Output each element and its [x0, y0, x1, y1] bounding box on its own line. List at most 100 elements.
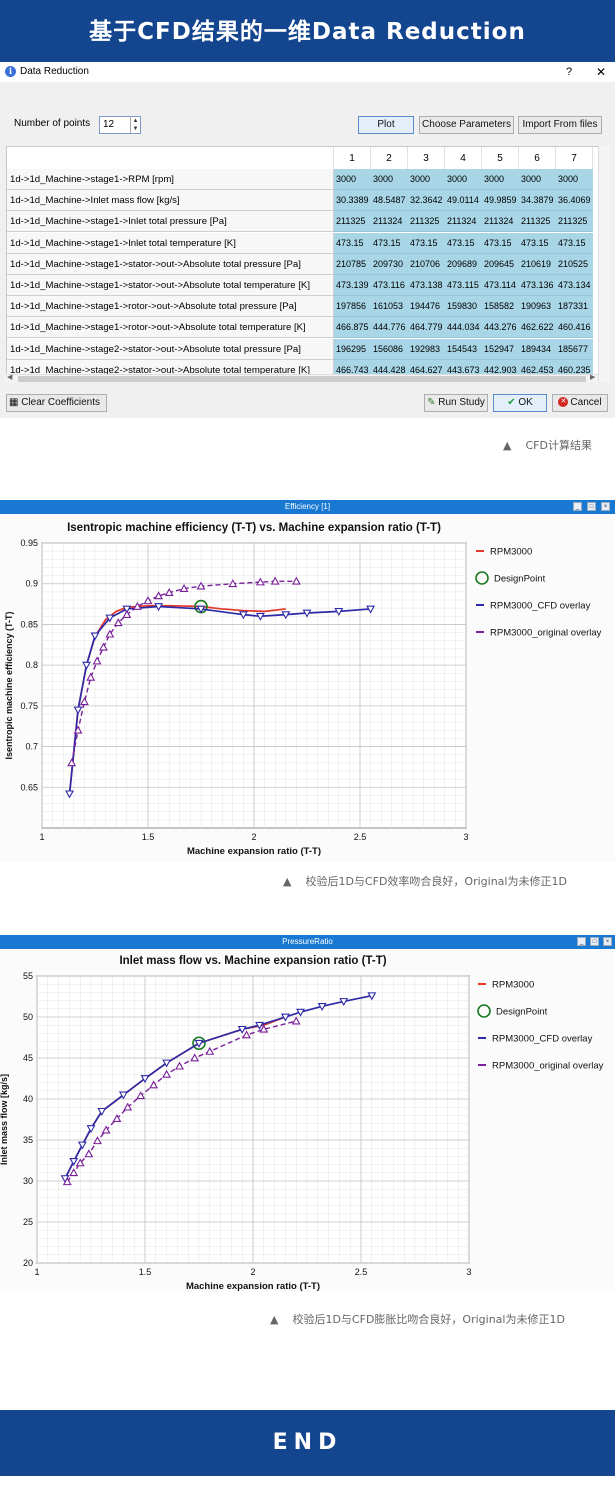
table-cell[interactable]: 30.3389: [334, 190, 371, 212]
table-cell[interactable]: 34.3879: [519, 190, 556, 212]
table-cell[interactable]: 473.115: [445, 275, 482, 296]
table-cell[interactable]: 211325: [519, 211, 556, 233]
plot-button[interactable]: Plot: [358, 116, 414, 134]
table-cell[interactable]: 3000: [408, 169, 445, 190]
table-cell[interactable]: 189434: [519, 338, 556, 360]
table-cell[interactable]: 211324: [482, 211, 519, 233]
table-cell[interactable]: 48.5487: [371, 190, 408, 212]
table-cell[interactable]: 49.9859: [482, 190, 519, 212]
table-cell[interactable]: 209730: [371, 253, 408, 275]
table-cell[interactable]: 210706: [408, 253, 445, 275]
table-cell[interactable]: 197856: [334, 296, 371, 318]
table-cell[interactable]: 211324: [371, 211, 408, 233]
table-cell[interactable]: 3000: [371, 169, 408, 190]
table-horizontal-scrollbar[interactable]: ◀ ▶: [6, 374, 598, 382]
table-cell[interactable]: 154543: [445, 338, 482, 360]
table-cell[interactable]: 211325: [556, 211, 593, 233]
table-cell[interactable]: 194476: [408, 296, 445, 318]
minimize-icon[interactable]: _: [577, 937, 586, 946]
table-cell[interactable]: 473.15: [445, 232, 482, 254]
table-row[interactable]: 1d->1d_Machine->stage1->RPM [rpm] 3000 300…: [7, 169, 609, 190]
table-row[interactable]: 1d->1d_Machine->stage2->stator->out->Abs…: [7, 338, 609, 360]
table-cell[interactable]: 473.15: [408, 232, 445, 254]
table-row[interactable]: 1d->1d_Machine->stage1->stator->out->Abs…: [7, 253, 609, 275]
spin-up-icon[interactable]: ▲: [132, 118, 139, 124]
table-cell[interactable]: 473.15: [371, 232, 408, 254]
table-row[interactable]: 1d->1d_Machine->stage1->Inlet total temp…: [7, 232, 609, 254]
table-cell[interactable]: 211325: [334, 211, 371, 233]
run-study-button[interactable]: ✎ Run Study: [424, 394, 488, 412]
close-window-icon[interactable]: ×: [601, 502, 610, 511]
table-cell[interactable]: 32.3642: [408, 190, 445, 212]
maximize-icon[interactable]: □: [590, 937, 599, 946]
table-cell[interactable]: 473.136: [519, 275, 556, 296]
table-cell[interactable]: 3000: [445, 169, 482, 190]
table-cell[interactable]: 209689: [445, 253, 482, 275]
table-cell[interactable]: 158582: [482, 296, 519, 318]
table-column-header[interactable]: 3: [408, 147, 445, 169]
table-column-header[interactable]: 6: [519, 147, 556, 169]
table-cell[interactable]: 211325: [408, 211, 445, 233]
table-cell[interactable]: 444.776: [371, 317, 408, 339]
scroll-left-icon[interactable]: ◀: [7, 374, 13, 381]
table-column-header[interactable]: 5: [482, 147, 519, 169]
table-cell[interactable]: 211324: [445, 211, 482, 233]
table-cell[interactable]: 196295: [334, 338, 371, 360]
scroll-right-icon[interactable]: ▶: [590, 374, 596, 381]
cancel-button[interactable]: ✕ Cancel: [552, 394, 608, 412]
table-row[interactable]: 1d->1d_Machine->stage1->rotor->out->Abso…: [7, 296, 609, 318]
table-cell[interactable]: 3000: [482, 169, 519, 190]
table-cell[interactable]: 473.139: [334, 275, 371, 296]
table-row[interactable]: 1d->1d_Machine->stage1->stator->out->Abs…: [7, 275, 609, 296]
table-cell[interactable]: 443.276: [482, 317, 519, 339]
table-cell[interactable]: 187331: [556, 296, 593, 318]
table-cell[interactable]: 159830: [445, 296, 482, 318]
choose-parameters-button[interactable]: Choose Parameters: [419, 116, 514, 134]
table-row[interactable]: 1d->1d_Machine->stage1->Inlet total pres…: [7, 211, 609, 233]
ok-button[interactable]: ✔ OK: [493, 394, 547, 412]
table-cell[interactable]: 460.416: [556, 317, 593, 339]
table-cell[interactable]: 473.134: [556, 275, 593, 296]
table-cell[interactable]: 473.138: [408, 275, 445, 296]
table-cell[interactable]: 3000: [334, 169, 371, 190]
table-cell[interactable]: 473.116: [371, 275, 408, 296]
table-cell[interactable]: 473.15: [519, 232, 556, 254]
table-cell[interactable]: 152947: [482, 338, 519, 360]
table-cell[interactable]: 156086: [371, 338, 408, 360]
table-cell[interactable]: 161053: [371, 296, 408, 318]
spin-down-icon[interactable]: ▼: [132, 126, 139, 132]
table-cell[interactable]: 464.779: [408, 317, 445, 339]
scrollbar-thumb[interactable]: [18, 376, 586, 382]
table-row[interactable]: 1d->1d_Machine->Inlet mass flow [kg/s] 30…: [7, 190, 609, 212]
table-cell[interactable]: 185677: [556, 338, 593, 360]
table-column-header[interactable]: 4: [445, 147, 482, 169]
table-cell[interactable]: 473.15: [482, 232, 519, 254]
table-cell[interactable]: 210525: [556, 253, 593, 275]
table-cell[interactable]: 190963: [519, 296, 556, 318]
close-button[interactable]: ✕: [596, 65, 607, 79]
table-column-header[interactable]: 1: [334, 147, 371, 169]
clear-coefficients-button[interactable]: ▦ Clear Coefficients: [6, 394, 107, 412]
table-cell[interactable]: 473.15: [334, 232, 371, 254]
table-row[interactable]: 1d->1d_Machine->stage1->rotor->out->Abso…: [7, 317, 609, 339]
table-column-header[interactable]: 2: [371, 147, 408, 169]
spinner-arrows[interactable]: ▲ ▼: [130, 117, 140, 133]
table-vertical-scrollbar[interactable]: [598, 146, 610, 382]
close-window-icon[interactable]: ×: [603, 937, 612, 946]
table-cell[interactable]: 444.034: [445, 317, 482, 339]
table-cell[interactable]: 192983: [408, 338, 445, 360]
table-cell[interactable]: 210619: [519, 253, 556, 275]
minimize-icon[interactable]: _: [573, 502, 582, 511]
table-cell[interactable]: 473.15: [556, 232, 593, 254]
table-cell[interactable]: 36.4069: [556, 190, 593, 212]
help-button[interactable]: ?: [566, 66, 573, 78]
table-cell[interactable]: 3000: [556, 169, 593, 190]
table-column-header[interactable]: 7: [556, 147, 593, 169]
table-cell[interactable]: 473.114: [482, 275, 519, 296]
table-cell[interactable]: 210785: [334, 253, 371, 275]
table-cell[interactable]: 462.622: [519, 317, 556, 339]
maximize-icon[interactable]: □: [587, 502, 596, 511]
number-of-points-input[interactable]: 12 ▲ ▼: [99, 116, 141, 134]
table-cell[interactable]: 209645: [482, 253, 519, 275]
